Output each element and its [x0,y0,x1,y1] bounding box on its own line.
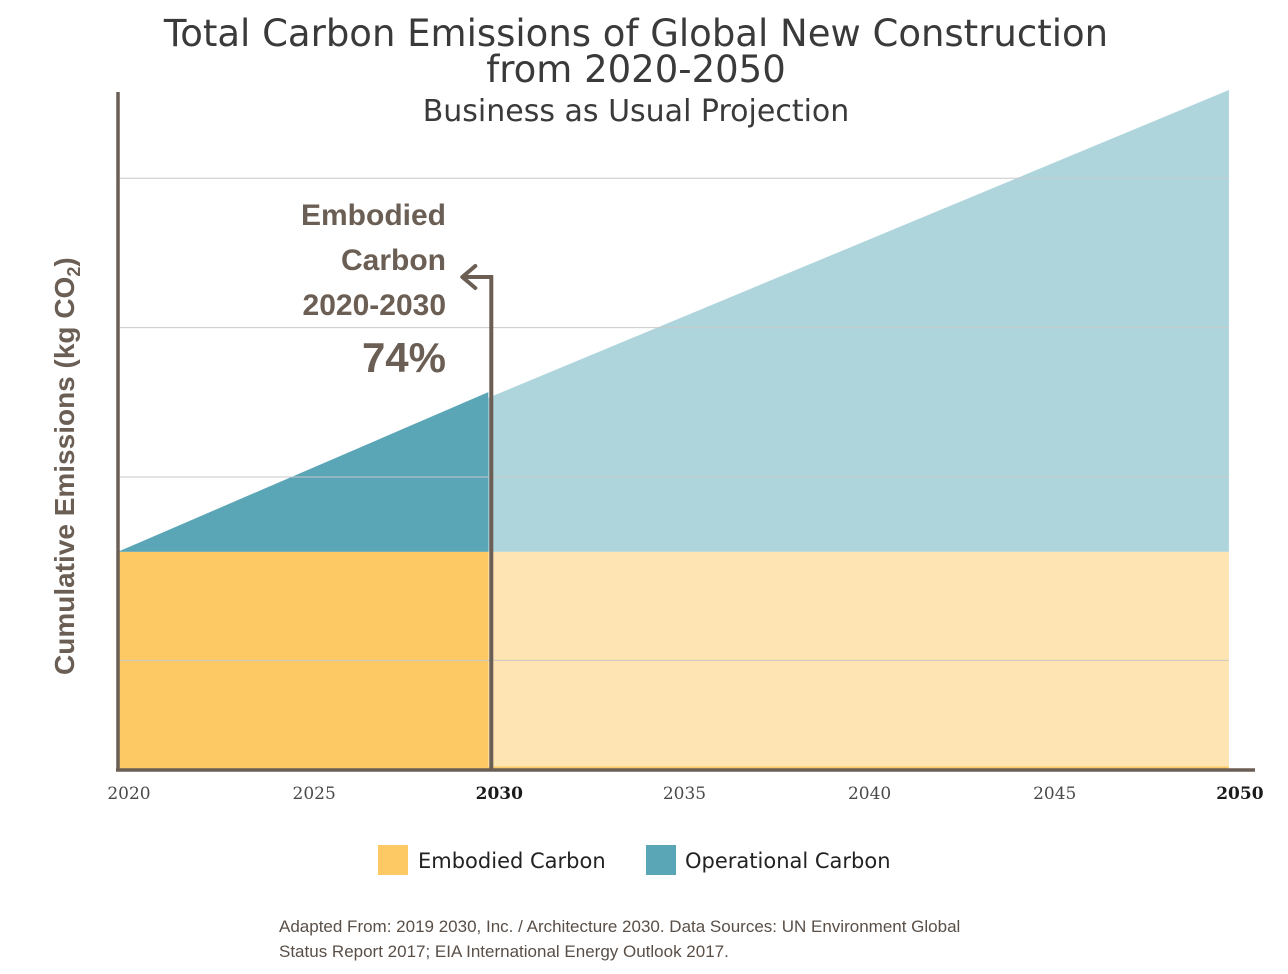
annotation-value: 74% [362,334,446,381]
legend: Embodied Carbon Operational Carbon [378,845,891,875]
x-tick-label: 2035 [663,784,706,804]
y-axis-label-end: ) [49,257,80,266]
x-tick-label: 2030 [476,784,523,804]
arrow-head-icon [460,264,478,290]
y-axis-label-main: Cumulative Emissions (kg CO [49,277,80,675]
legend-label-embodied: Embodied Carbon [418,849,606,873]
gridlines [118,177,1229,770]
legend-label-operational: Operational Carbon [685,849,891,873]
annotation-line3: 2020-2030 [303,289,446,322]
source-note-line2: Status Report 2017; EIA International En… [279,942,729,961]
area-operational-highlight [118,392,489,552]
x-tick-label: 2020 [107,784,150,804]
y-axis-label-subscript: 2 [64,267,84,277]
x-tick-label: 2025 [293,784,336,804]
legend-swatch-embodied [378,845,408,875]
annotation-arrow [460,264,494,769]
chart-title-line1: Total Carbon Emissions of Global New Con… [163,12,1108,55]
y-axis-label: Cumulative Emissions (kg CO2) [49,257,84,675]
chart-subtitle: Business as Usual Projection [423,94,850,129]
x-tick-labels: 2020 2025 2030 2035 2040 2045 2050 [107,784,1263,804]
annotation-line2: Carbon [341,244,446,277]
chart-title-line2: from 2020-2050 [486,48,786,91]
x-tick-label: 2040 [848,784,891,804]
source-note-line1: Adapted From: 2019 2030, Inc. / Architec… [279,917,960,936]
legend-swatch-operational [646,845,676,875]
x-tick-label: 2045 [1033,784,1076,804]
arrow-line [463,275,494,769]
annotation-line1: Embodied [301,199,446,232]
plot-areas [118,90,1229,769]
x-tick-label: 2050 [1216,784,1263,804]
